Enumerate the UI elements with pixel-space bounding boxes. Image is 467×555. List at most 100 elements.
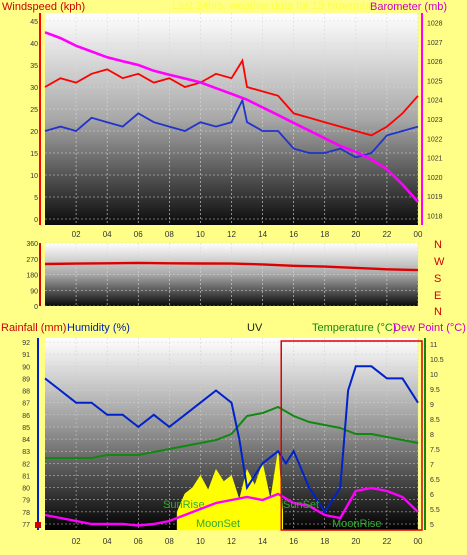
grid-lines	[45, 13, 419, 530]
rain-humidity-temperature-panel: 7778798081828384858687888990919255.566.5…	[22, 338, 444, 546]
wind-x-tick-label: 04	[103, 230, 112, 239]
temperature-y-tick-label: 9	[430, 402, 434, 409]
temperature-y-tick-label: 6.5	[430, 477, 440, 484]
wind-y-tick-label: 45	[30, 19, 38, 26]
windspeed-axis-label: Windspeed (kph)	[2, 1, 85, 13]
temperature-y-tick-label: 10.5	[430, 357, 444, 364]
wind-direction-panel: 0 90 180 270 360	[26, 241, 419, 311]
temperature-y-tick-label: 8.5	[430, 417, 440, 424]
humidity-y-tick-label: 78	[22, 510, 30, 517]
barometer-y-tick-label: 1028	[427, 21, 443, 28]
wind-y-tick-label: 25	[30, 107, 38, 114]
temperature-y-tick-label: 11	[430, 342, 437, 349]
wind-x-tick-label: 00	[414, 230, 423, 239]
temperature-y-tick-label: 5.5	[430, 507, 440, 514]
uv-axis-label: UV	[247, 322, 263, 334]
humidity-y-tick-label: 82	[22, 461, 30, 468]
wind-y-tick-label: 35	[30, 63, 38, 70]
temperature-y-tick-label: 6	[430, 492, 434, 499]
humidity-y-tick-label: 79	[22, 498, 30, 505]
direction-label-n-top: N	[434, 239, 442, 251]
barometer-y-tick-label: 1021	[427, 156, 443, 163]
humidity-y-tick-label: 90	[22, 364, 30, 371]
temperature-y-tick-label: 5	[430, 522, 434, 529]
humidity-y-tick-label: 87	[22, 401, 30, 408]
wind-gust-line	[44, 58, 419, 137]
humidity-y-tick-label: 77	[22, 522, 30, 529]
humidity-y-tick-label: 83	[22, 449, 30, 456]
wind-x-tick-label: 12	[227, 230, 236, 239]
direction-y-tick-label: 180	[26, 273, 38, 280]
bottom-x-tick-label: 02	[72, 537, 81, 546]
wind-y-tick-label: 10	[30, 173, 38, 180]
wind-x-tick-label: 02	[72, 230, 81, 239]
dewpoint-axis-label: Dew Point (°C)	[393, 322, 466, 334]
wind-direction-line	[44, 261, 419, 272]
wind-x-tick-label: 16	[289, 230, 298, 239]
bottom-x-tick-label: 06	[134, 537, 143, 546]
barometer-y-tick-label: 1026	[427, 59, 443, 66]
barometer-y-tick-label: 1022	[427, 136, 443, 143]
barometer-y-tick-label: 1019	[427, 194, 443, 201]
bottom-x-tick-label: 14	[258, 537, 267, 546]
wind-x-tick-label: 06	[134, 230, 143, 239]
wind-y-tick-label: 0	[34, 217, 38, 224]
wind-barometer-panel: 0510152025303540451018101910201021102210…	[30, 13, 443, 239]
humidity-y-tick-label: 91	[22, 352, 30, 359]
direction-label-e: E	[434, 290, 441, 302]
sunrise-marker: SunRise	[163, 499, 205, 511]
bottom-x-tick-label: 10	[196, 537, 205, 546]
temperature-y-tick-label: 7	[430, 462, 434, 469]
humidity-y-tick-label: 80	[22, 486, 30, 493]
humidity-y-tick-label: 88	[22, 389, 30, 396]
barometer-y-tick-label: 1025	[427, 78, 443, 85]
rainfall-zero-marker	[35, 522, 41, 528]
moonset-marker: MoonSet	[196, 518, 240, 530]
direction-label-w: W	[434, 256, 445, 268]
wind-x-tick-label: 14	[258, 230, 267, 239]
humidity-y-tick-label: 86	[22, 413, 30, 420]
wind-x-tick-label: 08	[165, 230, 174, 239]
direction-y-tick-label: 270	[26, 257, 38, 264]
wind-y-tick-label: 40	[30, 41, 38, 48]
sunset-marker: SunSet	[283, 499, 319, 511]
barometer-line	[44, 31, 419, 203]
wind-x-tick-label: 10	[196, 230, 205, 239]
bottom-x-tick-label: 16	[289, 537, 298, 546]
direction-y-tick-label: 360	[26, 241, 38, 248]
humidity-y-tick-label: 84	[22, 437, 30, 444]
bottom-x-tick-label: 12	[227, 537, 236, 546]
wind-average-line	[44, 97, 419, 159]
wind-y-tick-label: 20	[30, 129, 38, 136]
dewpoint-line	[44, 486, 419, 527]
direction-label-s: S	[434, 273, 441, 285]
humidity-y-tick-label: 85	[22, 425, 30, 432]
temperature-axis-label: Temperature (°C)	[312, 322, 396, 334]
barometer-y-tick-label: 1020	[427, 175, 443, 182]
wind-x-tick-label: 20	[351, 230, 360, 239]
humidity-y-tick-label: 81	[22, 473, 30, 480]
barometer-y-tick-label: 1024	[427, 98, 443, 105]
direction-y-tick-label: 0	[34, 304, 38, 311]
wind-x-tick-label: 18	[320, 230, 329, 239]
bottom-x-tick-label: 18	[320, 537, 329, 546]
bottom-x-tick-label: 04	[103, 537, 112, 546]
direction-y-tick-label: 90	[30, 288, 38, 295]
humidity-y-tick-label: 89	[22, 376, 30, 383]
wind-y-tick-label: 5	[34, 195, 38, 202]
bottom-x-tick-label: 00	[414, 537, 423, 546]
solar-radiation-area	[176, 451, 284, 531]
bottom-x-tick-label: 08	[165, 537, 174, 546]
humidity-y-tick-label: 92	[22, 340, 30, 347]
barometer-y-tick-label: 1027	[427, 40, 443, 47]
temperature-y-tick-label: 9.5	[430, 387, 440, 394]
temperature-y-tick-label: 10	[430, 372, 438, 379]
temperature-y-tick-label: 8	[430, 432, 434, 439]
barometer-axis-label: Barometer (mb)	[370, 1, 447, 13]
barometer-y-tick-label: 1018	[427, 213, 443, 220]
wind-y-tick-label: 30	[30, 85, 38, 92]
humidity-axis-label: Humidity (%)	[67, 322, 130, 334]
humidity-line	[44, 365, 419, 514]
chart-subtitle: Last 24hrs, weather data for 19 November…	[172, 0, 406, 12]
